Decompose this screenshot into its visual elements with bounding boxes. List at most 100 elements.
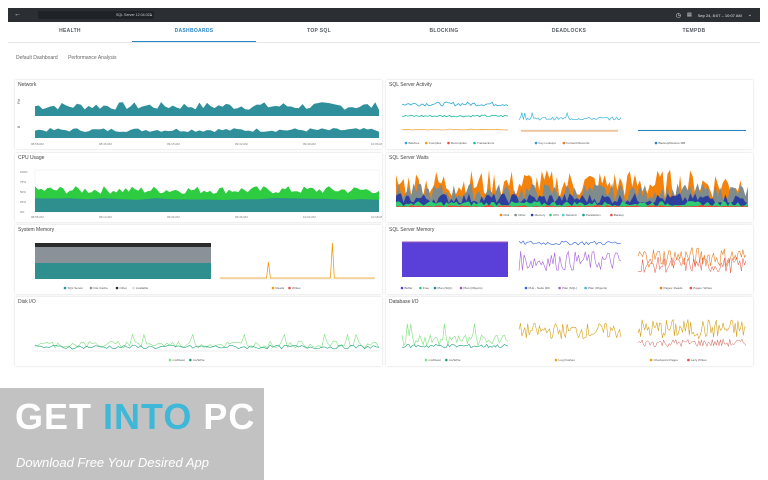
legend-label: Pages: Reads (664, 286, 683, 290)
default-dashboard-link[interactable]: Default Dashboard (16, 55, 58, 61)
back-arrow-icon[interactable]: ← (14, 11, 21, 18)
legend-label: Other (518, 213, 526, 217)
tab-health[interactable]: HEALTH (59, 28, 81, 34)
legend-dot (659, 286, 663, 290)
legend-dot (419, 286, 422, 290)
cpu-chart: 100% 75% 50% 25% 0% 08:58 AM 09:14 AM 09:30 AM… (20, 169, 384, 219)
legend-dot (473, 141, 476, 145)
tick-label: 50% (20, 190, 26, 194)
tick-label: 09:49 AM (303, 142, 316, 146)
batches-series (401, 101, 509, 107)
calendar-icon: ▤ (687, 12, 692, 18)
legend-dot (499, 213, 503, 217)
system-memory-chart: SQL Server File Cache Other Available Reads W… (35, 242, 375, 290)
legend-dot (654, 141, 658, 145)
legend-label: Pages: Writes (693, 286, 712, 290)
key-lookups-series (518, 111, 622, 121)
performance-analysis-link[interactable]: Performance Analysis (68, 55, 117, 61)
system-memory-panel: System Memory SQL Server File Cache Other A… (15, 225, 382, 294)
legend-dot (424, 358, 428, 362)
chevron-down-icon: ⌄ (149, 12, 154, 18)
legend-label: Checkpoint Pages (654, 358, 679, 362)
legend-dot (168, 358, 172, 362)
tick-label: 08:58 AM (31, 215, 44, 219)
clock-icon[interactable]: ◷ (675, 12, 682, 19)
legend-dot (584, 286, 587, 290)
ple-series (518, 240, 622, 246)
panel-title: System Memory (18, 227, 55, 233)
chevron-down-icon[interactable]: ⌄ (747, 12, 752, 18)
legend-dot (582, 213, 585, 217)
legend-dot (649, 358, 653, 362)
legend-dot (288, 286, 291, 290)
watermark-title: GET INTO PC (15, 396, 256, 437)
top-bar: ← SQL Server 12.04.023 ⌄ ◷ ▤ Sep 24, 8:0… (8, 8, 760, 22)
legend-label: Plan (Objects) (588, 286, 607, 290)
legend-dot (610, 213, 613, 217)
waits-panel: SQL Server Waits Disk Other Memory CPU Netwo… (386, 153, 753, 222)
legend-label: Forward Records (566, 141, 590, 145)
y-label-pkt: Pkt (17, 99, 21, 104)
pages-writes-series (637, 256, 747, 274)
legend-label: Free (423, 286, 430, 290)
buffer-area (402, 242, 508, 277)
tab-deadlocks[interactable]: DEADLOCKS (551, 28, 587, 34)
legend-label: Memory (535, 213, 546, 217)
watermark-subtitle: Download Free Your Desired App (16, 455, 209, 470)
other-band (35, 243, 211, 247)
watermark-overlay: GET INTO PC Download Free Your Desired A… (0, 388, 264, 480)
tab-top-sql[interactable]: TOP SQL (307, 28, 331, 34)
reads-series (220, 242, 375, 279)
network-panel: Network Pkt B 08:58 AM 08:46 AM 09:15 AM 09… (15, 80, 384, 149)
legend-label: ms/Read (173, 358, 185, 362)
date-range[interactable]: Sep 24, 8:07 – 10:07 AM (697, 12, 742, 18)
legend-label: Transactions (477, 141, 495, 145)
sql-activity-chart: Batches Compiles Recompiles Transactions Key… (401, 101, 746, 145)
legend-dot (271, 286, 275, 290)
legend-dot (400, 286, 404, 290)
legend-dot (554, 358, 558, 362)
tick-label: 09:32 AM (235, 142, 248, 146)
y-label-b: B (17, 125, 21, 128)
legend-dot (530, 213, 534, 217)
legend-dot (425, 141, 428, 145)
legend-label: PLE - Node 000 (529, 286, 551, 290)
tick-label: 10:02 AM (303, 215, 316, 219)
legend-dot (549, 213, 552, 217)
legend-label: Parallelism (586, 213, 601, 217)
tab-tempdb[interactable]: TEMPDB (682, 28, 706, 34)
legend-label: Other (120, 286, 128, 290)
disk-io-chart: ms/Read ms/Write (34, 333, 380, 362)
tick-label: 09:46 AM (235, 215, 248, 219)
legend-dot (89, 286, 93, 290)
cpu-panel: CPU Usage 100% 75% 50% 25% 0% 08:58 AM 09:14 … (15, 153, 384, 222)
legend-label: Backup (614, 213, 624, 217)
cpu-series-teal (35, 198, 379, 212)
sql-memory-chart: Buffer Free Plan (SQL) Plan (Objects) PLE - … (400, 240, 747, 290)
panel-title: Disk I/O (18, 299, 36, 305)
network-chart: Pkt B 08:58 AM 08:46 AM 09:15 AM 09:32 AM 09… (17, 99, 384, 146)
tab-dashboards[interactable]: DASHBOARDS (132, 22, 256, 42)
sql-memory-panel: SQL Server Memory Buffer Free Plan (SQL) Pl… (386, 225, 753, 294)
legend-label: Log Flushes (559, 358, 576, 362)
panel-title: Database I/O (389, 299, 419, 305)
tick-label: 100% (20, 170, 28, 174)
database-io-chart: ms/Read ms/Write Log Flushes Checkpoint Pag… (401, 318, 747, 362)
legend-dot (514, 213, 517, 217)
tab-blocking[interactable]: BLOCKING (429, 28, 459, 34)
legend-label: ms/Write (449, 358, 461, 362)
pages-reads-series (637, 247, 747, 268)
legend-label: SQL Server (68, 286, 84, 290)
legend-label: Key Lookups (539, 141, 557, 145)
tick-label: 09:15 AM (167, 142, 180, 146)
legend-dot (189, 358, 192, 362)
legend-dot (558, 286, 561, 290)
legend-dot (562, 141, 566, 145)
checkpoint-pages-series (637, 318, 747, 340)
network-series-2 (35, 128, 379, 138)
log-flushes-series (518, 323, 622, 340)
legend-dot (561, 213, 565, 217)
transactions-series (401, 114, 509, 118)
legend-dot (459, 286, 463, 290)
server-selector[interactable]: SQL Server 12.04.023 ⌄ (38, 11, 154, 19)
